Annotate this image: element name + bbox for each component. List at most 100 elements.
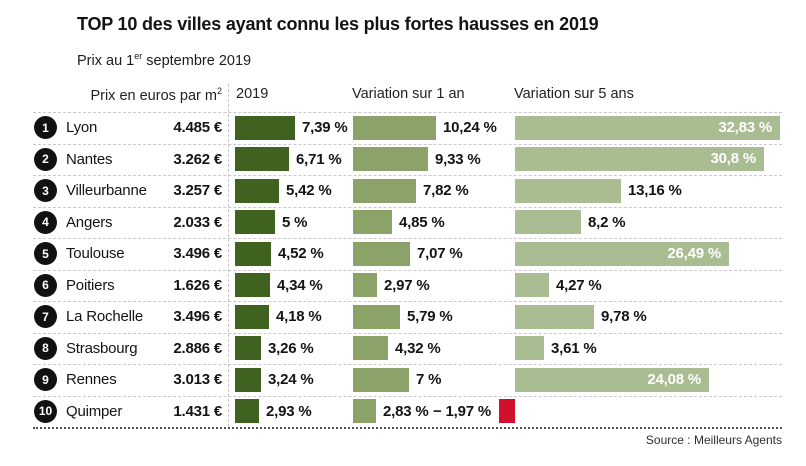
price-value: 1.626 € <box>173 276 222 294</box>
variation-5ans-bar <box>515 304 594 329</box>
city-name: Nantes <box>66 150 113 168</box>
variation-1an-bar <box>353 273 377 298</box>
variation-1an-bar <box>353 241 410 266</box>
table-bottom-rule <box>33 427 782 429</box>
price-value: 3.496 € <box>173 245 222 262</box>
growth-2019-value: 7,39 % <box>302 119 348 136</box>
variation-1an-bar <box>353 399 376 424</box>
table-row: 4 Angers 2.033 € 5 % 4,85 % 8,2 % <box>0 206 806 239</box>
table-row: 2 Nantes 3.262 € 6,71 % 9,33 % 30,8 % <box>0 143 806 176</box>
table-row: 8 Strasbourg 2.886 € 3,26 % 4,32 % 3,61 % <box>0 332 806 365</box>
variation-5ans-value: 30,8 % <box>710 150 757 168</box>
table-row: 10 Quimper 1.431 € 2,93 % 2,83 % − 1,97 % <box>0 395 806 428</box>
rank-badge: 2 <box>34 147 57 171</box>
growth-2019-bar <box>235 115 295 140</box>
growth-2019-value: 5,42 % <box>286 182 332 199</box>
city-name: Lyon <box>66 119 98 136</box>
variation-1an-bar <box>353 178 416 203</box>
table-row: 3 Villeurbanne 3.257 € 5,42 % 7,82 % 13,16 % <box>0 175 806 207</box>
variation-1an-bar <box>353 115 436 140</box>
variation-5ans-bar: 26,49 % <box>515 241 729 266</box>
growth-2019-bar <box>235 178 279 203</box>
table-row: 5 Toulouse 3.496 € 4,52 % 7,07 % 26,49 % <box>0 238 806 270</box>
variation-1an-value: 2,83 % <box>383 402 429 420</box>
header-variation-1an: Variation sur 1 an <box>352 86 465 102</box>
header-price-per-m2: Prix en euros par m2 <box>90 86 222 104</box>
variation-1an-value: 5,79 % <box>407 308 453 325</box>
variation-5ans-bar: 30,8 % <box>515 147 764 172</box>
growth-2019-value: 3,24 % <box>268 371 314 388</box>
growth-2019-value: 4,18 % <box>276 308 322 325</box>
column-divider-dashed <box>228 84 229 427</box>
header-variation-5ans: Variation sur 5 ans <box>514 86 634 102</box>
variation-5ans-bar <box>515 210 581 235</box>
variation-1an-bar <box>353 210 392 235</box>
rank-badge: 7 <box>34 305 57 329</box>
table-row: 9 Rennes 3.013 € 3,24 % 7 % 24,08 % <box>0 364 806 396</box>
variation-5ans-value: 9,78 % <box>601 308 647 325</box>
city-name: Poitiers <box>66 276 115 294</box>
variation-5ans-bar: 32,83 % <box>515 115 780 140</box>
rank-badge: 6 <box>34 273 57 297</box>
variation-5ans-value: 26,49 % <box>667 244 721 262</box>
variation-5ans-value: 4,27 % <box>556 276 602 294</box>
variation-5ans-value: − 1,97 % <box>432 402 491 420</box>
variation-1an-value: 4,85 % <box>399 213 445 231</box>
rank-badge: 10 <box>34 399 57 423</box>
growth-2019-bar <box>235 273 270 298</box>
city-name: La Rochelle <box>66 308 144 325</box>
city-name: Villeurbanne <box>66 182 147 199</box>
city-name: Strasbourg <box>66 339 138 357</box>
price-value: 2.886 € <box>173 339 222 357</box>
city-name: Toulouse <box>66 245 125 262</box>
chart-subtitle: Prix au 1er septembre 2019 <box>77 51 251 69</box>
growth-2019-bar <box>235 147 289 172</box>
table-row: 1 Lyon 4.485 € 7,39 % 10,24 % 32,83 % <box>0 112 806 144</box>
variation-1an-bar <box>353 367 409 392</box>
subtitle-superscript: er <box>134 51 143 61</box>
price-value: 2.033 € <box>173 213 222 231</box>
price-value: 3.013 € <box>173 371 222 388</box>
subtitle-prefix: Prix au 1 <box>77 52 135 69</box>
price-value: 3.257 € <box>173 182 222 199</box>
subtitle-suffix: septembre 2019 <box>142 52 252 69</box>
variation-5ans-bar-negative <box>499 399 515 424</box>
variation-5ans-value: 8,2 % <box>588 213 626 231</box>
growth-2019-bar <box>235 367 261 392</box>
variation-1an-value: 7,82 % <box>423 182 469 199</box>
chart-title: TOP 10 des villes ayant connu les plus f… <box>77 14 599 34</box>
city-name: Angers <box>66 213 113 231</box>
variation-1an-value: 10,24 % <box>443 119 497 136</box>
growth-2019-value: 2,93 % <box>266 402 312 420</box>
growth-2019-value: 3,26 % <box>268 339 314 357</box>
growth-2019-value: 4,34 % <box>277 276 323 294</box>
rank-badge: 3 <box>34 179 57 203</box>
rank-badge: 8 <box>34 336 57 360</box>
variation-1an-value: 7 % <box>416 371 442 388</box>
growth-2019-bar <box>235 210 275 235</box>
variation-5ans-bar: 24,08 % <box>515 367 709 392</box>
variation-1an-value: 2,97 % <box>384 276 430 294</box>
price-value: 1.431 € <box>173 402 222 420</box>
variation-5ans-bar <box>515 273 549 298</box>
price-value: 3.496 € <box>173 308 222 325</box>
variation-5ans-value: 32,83 % <box>718 118 772 136</box>
rank-badge: 9 <box>34 368 57 392</box>
variation-5ans-value: 3,61 % <box>551 339 597 357</box>
variation-5ans-value: 13,16 % <box>628 182 682 199</box>
rank-badge: 5 <box>34 242 57 266</box>
variation-5ans-bar <box>515 336 544 361</box>
growth-2019-bar <box>235 399 259 424</box>
variation-5ans-bar <box>515 178 621 203</box>
variation-1an-value: 9,33 % <box>435 150 481 168</box>
squared-superscript: 2 <box>216 86 222 96</box>
growth-2019-bar <box>235 304 269 329</box>
price-value: 3.262 € <box>173 150 222 168</box>
city-name: Rennes <box>66 371 117 388</box>
variation-1an-bar <box>353 336 388 361</box>
variation-1an-bar <box>353 147 428 172</box>
growth-2019-value: 5 % <box>282 213 308 231</box>
ranking-table: 1 Lyon 4.485 €7,39 % 10,24 % 32,83 % 2 Nantes 3… <box>0 112 806 427</box>
variation-5ans-value: 24,08 % <box>647 370 701 388</box>
